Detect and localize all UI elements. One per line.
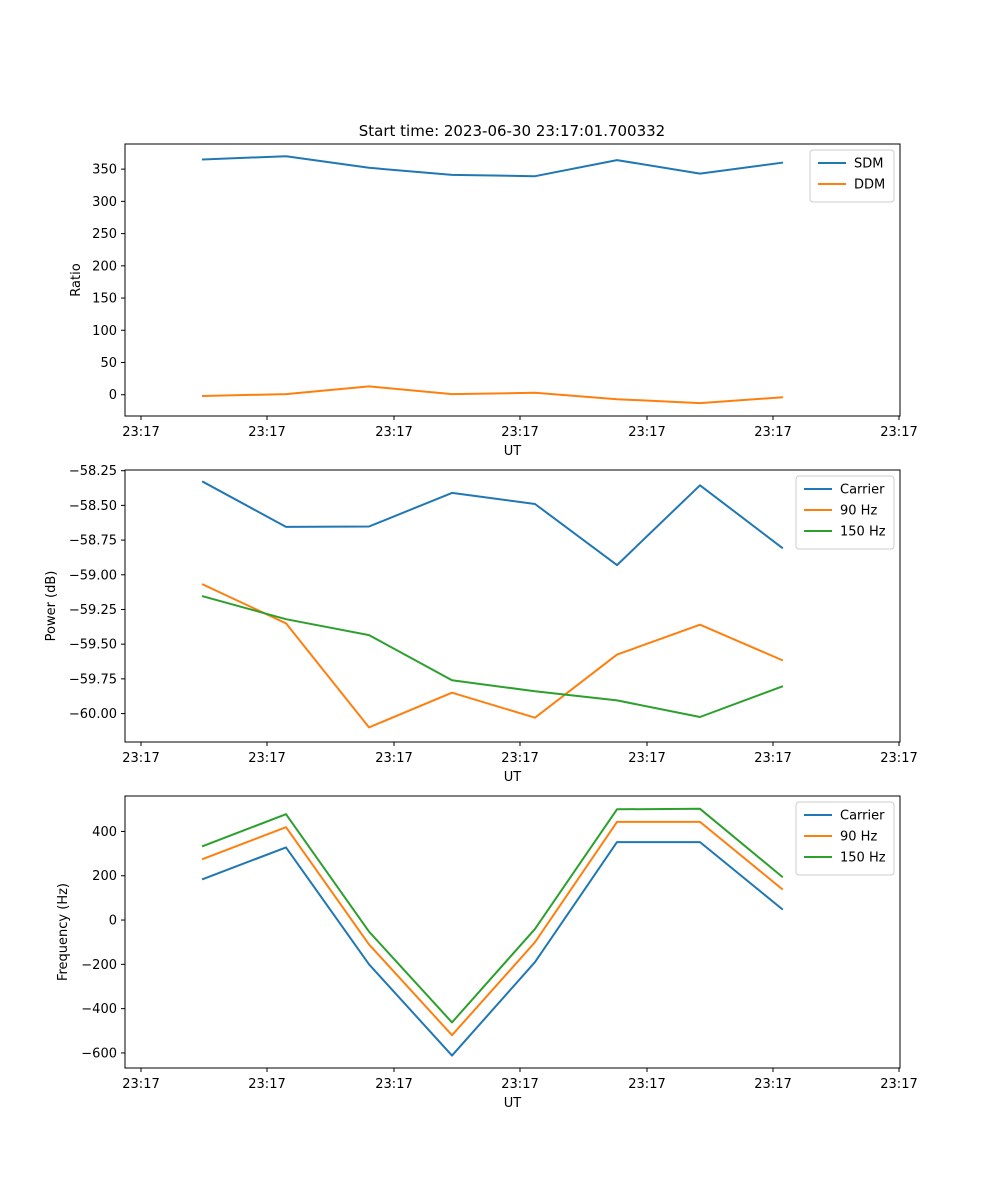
legend-label: Carrier (840, 483, 885, 498)
x-tick-label: 23:17 (754, 751, 791, 766)
x-axis-label: UT (504, 770, 522, 785)
y-tick-label: 350 (92, 163, 117, 178)
y-axis-label: Frequency (Hz) (56, 883, 71, 981)
series-line-carrier (201, 841, 784, 1057)
y-tick-label: −59.25 (69, 603, 117, 618)
legend-label: 90 Hz (840, 504, 877, 519)
y-axis-label: Power (dB) (44, 571, 59, 642)
legend-label: 150 Hz (840, 525, 886, 540)
series-line-sdm (201, 155, 784, 178)
x-tick-label: 23:17 (754, 425, 791, 440)
legend: Carrier 90 Hz 150 Hz (795, 475, 895, 550)
axes-frame (124, 469, 901, 743)
legend-label: 90 Hz (840, 830, 877, 845)
x-tick-label: 23:17 (248, 1077, 285, 1092)
y-axis-label: Ratio (69, 263, 84, 296)
legend: SDM DDM (809, 149, 895, 203)
x-tick-label: 23:17 (880, 1077, 917, 1092)
x-tick-label: 23:17 (628, 751, 665, 766)
legend-label: 150 Hz (840, 851, 886, 866)
plot-3: −600 −400 −200 0 200 400 23:17 23:17 23:17 23:17 2… (56, 795, 918, 1111)
x-axis-label: UT (504, 1096, 522, 1111)
y-tick-label: −58.75 (69, 534, 117, 549)
x-tick-label: 23:17 (122, 751, 159, 766)
y-tick-label: 250 (92, 227, 117, 242)
x-tick-label: 23:17 (754, 1077, 791, 1092)
x-tick-label: 23:17 (501, 751, 538, 766)
plots: 0 50 100 150 200 250 300 350 23:17 23:17 23:17 23:1… (44, 143, 918, 1111)
x-tick-label: 23:17 (375, 751, 412, 766)
y-tick-label: −59.00 (69, 568, 117, 583)
series-line-90-hz (201, 820, 784, 1037)
y-tick-label: −58.50 (69, 499, 117, 514)
y-tick-label: 0 (109, 914, 117, 929)
y-tick-label: −59.75 (69, 672, 117, 687)
legend-label: Carrier (840, 809, 885, 824)
y-tick-label: 0 (109, 388, 117, 403)
x-tick-label: 23:17 (628, 1077, 665, 1092)
legend: Carrier 90 Hz 150 Hz (795, 801, 895, 876)
axes-frame (124, 795, 901, 1069)
y-tick-label: 400 (92, 825, 117, 840)
plot-2: −58.25 −58.50 −58.75 −59.00 −59.25 −59.50 −59.… (44, 464, 918, 785)
y-tick-label: −60.00 (69, 707, 117, 722)
x-tick-label: 23:17 (248, 751, 285, 766)
y-tick-label: −58.25 (69, 464, 117, 479)
legend-label: SDM (854, 157, 883, 172)
axes-frame (124, 143, 901, 417)
y-tick-label: 150 (92, 292, 117, 307)
y-tick-label: −400 (81, 1002, 117, 1017)
series-line-90-hz (201, 583, 784, 729)
y-tick-label: −600 (81, 1046, 117, 1061)
x-tick-label: 23:17 (248, 425, 285, 440)
x-tick-label: 23:17 (880, 751, 917, 766)
x-tick-label: 23:17 (501, 1077, 538, 1092)
x-tick-label: 23:17 (375, 1077, 412, 1092)
x-tick-label: 23:17 (880, 425, 917, 440)
series-line-150-hz (201, 595, 784, 718)
series-line-carrier (201, 480, 784, 567)
y-tick-label: 100 (92, 324, 117, 339)
y-tick-label: 200 (92, 259, 117, 274)
chart-title: Start time: 2023-06-30 23:17:01.700332 (359, 122, 665, 140)
x-tick-label: 23:17 (628, 425, 665, 440)
legend-label: DDM (854, 178, 885, 193)
y-tick-label: 50 (100, 356, 117, 371)
y-tick-label: −200 (81, 958, 117, 973)
plot-1: 0 50 100 150 200 250 300 350 23:17 23:17 23:17 23:1… (69, 143, 918, 459)
x-tick-label: 23:17 (501, 425, 538, 440)
y-tick-label: 300 (92, 195, 117, 210)
x-tick-label: 23:17 (122, 1077, 159, 1092)
series-line-ddm (201, 385, 784, 405)
x-axis-label: UT (504, 444, 522, 459)
series-line-150-hz (201, 807, 784, 1024)
y-tick-label: 200 (92, 869, 117, 884)
x-tick-label: 23:17 (122, 425, 159, 440)
y-tick-label: −59.50 (69, 638, 117, 653)
x-tick-label: 23:17 (375, 425, 412, 440)
